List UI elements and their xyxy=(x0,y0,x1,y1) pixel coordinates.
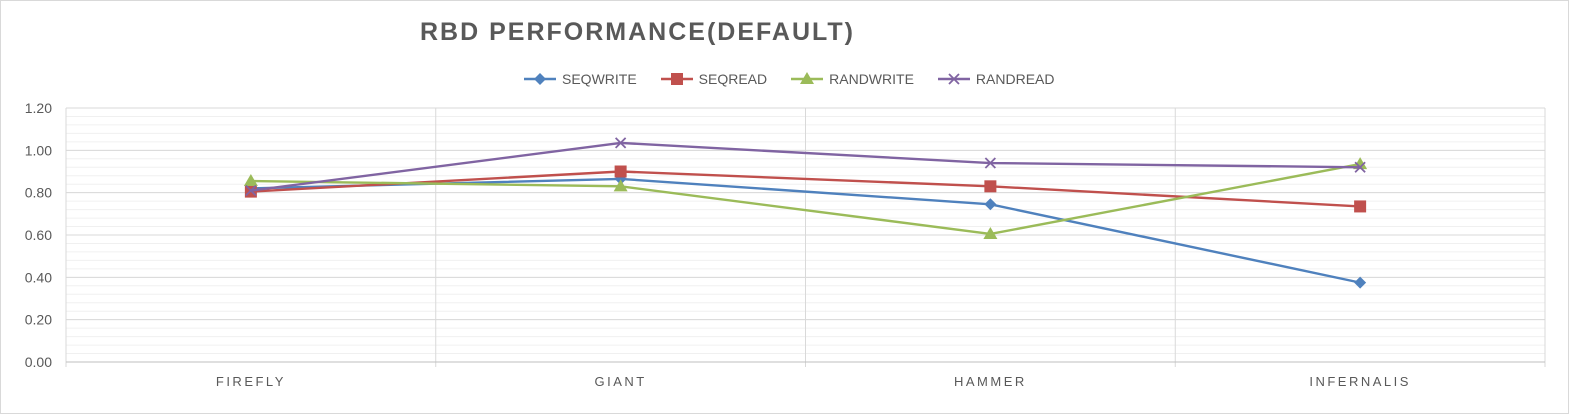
y-tick-label: 1.20 xyxy=(25,100,52,116)
legend-marker xyxy=(670,73,683,85)
data-point xyxy=(614,165,627,178)
legend-item: RANDWRITE xyxy=(789,71,914,87)
series-line xyxy=(250,170,1361,208)
data-point xyxy=(1354,161,1366,173)
legend-swatch xyxy=(524,73,556,85)
x-tick-label: GIANT xyxy=(595,374,647,389)
legend-label: RANDWRITE xyxy=(829,71,914,87)
y-tick-label: 1.00 xyxy=(25,142,52,158)
legend-item: SEQREAD xyxy=(659,71,767,87)
legend-item: RANDREAD xyxy=(936,71,1055,87)
legend-marker xyxy=(534,73,546,85)
legend-marker xyxy=(948,73,960,85)
x-tick-label: HAMMER xyxy=(954,374,1027,389)
data-point xyxy=(1354,200,1367,213)
y-tick-label: 0.80 xyxy=(25,185,52,201)
x-tick-label: FIREFLY xyxy=(216,374,286,389)
data-point xyxy=(614,137,627,149)
legend-swatch xyxy=(937,73,970,85)
data-point xyxy=(245,184,257,197)
legend-marker xyxy=(800,72,815,84)
data-point xyxy=(984,180,997,193)
legend-label: SEQWRITE xyxy=(562,71,637,87)
y-tick-label: 0.40 xyxy=(25,269,52,285)
chart-title: RBD PERFORMANCE(DEFAULT) xyxy=(420,18,856,46)
data-point xyxy=(984,198,997,211)
legend-item: SEQWRITE xyxy=(522,71,637,87)
data-point xyxy=(983,226,998,239)
x-tick-label: INFERNALIS xyxy=(1309,374,1411,389)
series-randwrite xyxy=(243,157,1368,239)
legend-swatch xyxy=(791,72,824,84)
y-tick-label: 0.60 xyxy=(25,227,52,243)
series-seqread xyxy=(244,165,1367,213)
legend-label: SEQREAD xyxy=(698,71,768,87)
y-tick-label: 0.20 xyxy=(25,312,52,328)
legend-swatch xyxy=(660,73,693,85)
legend-label: RANDREAD xyxy=(975,71,1055,87)
series-line xyxy=(250,162,1361,236)
series-randread xyxy=(245,137,1366,197)
data-point xyxy=(1354,276,1367,289)
chart-legend: SEQWRITE SEQREAD RANDWRITE RANDREAD xyxy=(522,71,1055,87)
data-point xyxy=(613,179,628,192)
data-point xyxy=(984,157,997,169)
y-tick-label: 0.00 xyxy=(25,354,52,370)
data-point xyxy=(243,174,258,187)
series-line xyxy=(250,141,1361,192)
